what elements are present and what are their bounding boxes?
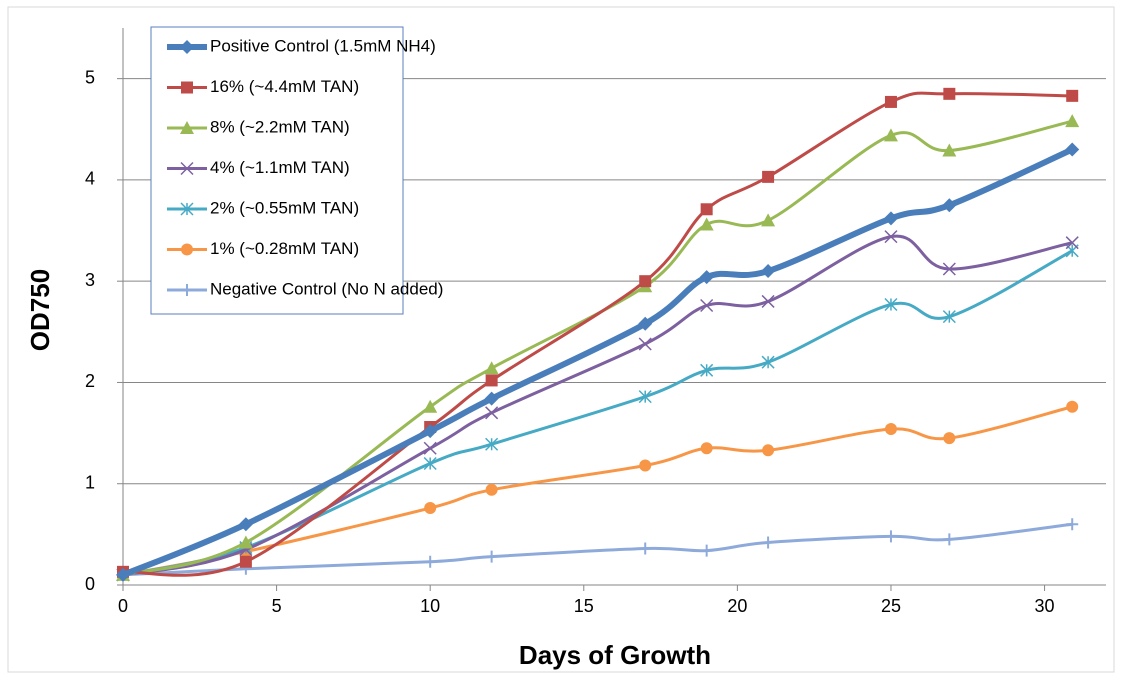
marker	[1065, 114, 1080, 128]
marker	[884, 95, 897, 108]
marker	[639, 275, 652, 288]
marker	[423, 424, 438, 439]
y-tick-label: 4	[85, 169, 95, 189]
x-tick-label: 15	[574, 596, 594, 616]
x-tick-label: 10	[420, 596, 440, 616]
legend-label: 2% (~0.55mM TAN)	[210, 198, 359, 217]
marker	[942, 198, 957, 213]
marker	[484, 361, 499, 375]
marker	[485, 483, 498, 496]
series-line	[122, 119, 1073, 577]
x-tick-label: 0	[118, 596, 128, 616]
marker	[484, 391, 499, 406]
marker	[762, 536, 775, 549]
y-tick-label: 2	[85, 371, 95, 391]
marker	[884, 297, 898, 312]
marker	[424, 502, 437, 515]
series-line	[122, 234, 1073, 577]
x-tick-label: 25	[881, 596, 901, 616]
x-tick-label: 30	[1035, 596, 1055, 616]
marker	[943, 533, 956, 546]
chart-border	[7, 6, 1115, 673]
marker	[1065, 236, 1079, 250]
series-line	[122, 405, 1073, 577]
marker	[884, 530, 897, 543]
marker	[180, 161, 194, 176]
marker	[485, 437, 499, 451]
marker	[943, 87, 956, 100]
y-tick-label: 1	[85, 472, 95, 492]
marker	[638, 316, 653, 331]
marker	[638, 337, 652, 351]
marker	[181, 81, 193, 94]
marker	[700, 442, 713, 455]
marker	[699, 217, 714, 231]
marker	[943, 432, 956, 445]
marker	[700, 544, 713, 557]
marker	[700, 363, 714, 377]
legend-label: 8% (~2.2mM TAN)	[210, 117, 350, 136]
marker	[1065, 142, 1080, 157]
y-tick-label: 3	[85, 270, 95, 290]
legend-box	[150, 26, 404, 315]
marker	[761, 213, 776, 227]
marker	[180, 121, 194, 134]
marker	[884, 230, 898, 244]
marker	[762, 444, 775, 457]
legend-label: Negative Control (No N added)	[210, 279, 443, 298]
marker	[1066, 518, 1079, 531]
marker	[424, 555, 437, 568]
marker	[423, 441, 437, 455]
marker	[700, 298, 714, 313]
marker	[181, 284, 193, 296]
marker	[638, 390, 652, 404]
marker	[180, 40, 194, 54]
marker	[700, 203, 713, 216]
marker	[181, 243, 193, 256]
marker	[116, 567, 130, 582]
marker	[761, 264, 776, 279]
marker	[485, 406, 499, 420]
marker	[485, 374, 498, 387]
x-tick-label: 20	[727, 596, 747, 616]
x-tick-label: 5	[272, 596, 282, 616]
y-tick-label: 5	[85, 67, 95, 87]
marker	[423, 399, 438, 413]
x-axis-title: Days of Growth	[519, 640, 711, 670]
marker	[883, 211, 898, 226]
marker	[639, 542, 652, 555]
marker	[942, 262, 956, 276]
marker	[423, 456, 437, 471]
marker	[942, 143, 957, 157]
marker	[699, 270, 714, 285]
legend-label: 1% (~0.28mM TAN)	[210, 239, 359, 258]
marker	[239, 555, 252, 568]
marker	[942, 310, 956, 324]
marker	[761, 355, 775, 369]
y-axis-title: OD750	[25, 269, 55, 351]
marker	[180, 202, 194, 216]
marker	[238, 535, 253, 549]
marker	[761, 294, 775, 308]
legend-label: 16% (~4.4mM TAN)	[210, 77, 359, 96]
marker	[883, 128, 898, 142]
marker	[1066, 400, 1079, 413]
marker	[639, 459, 652, 472]
y-tick-label: 0	[85, 574, 95, 594]
marker	[1066, 89, 1079, 102]
marker	[762, 170, 775, 183]
marker	[238, 517, 253, 532]
marker	[884, 423, 897, 436]
marker	[485, 550, 498, 563]
legend-label: Positive Control (1.5mM NH4)	[210, 36, 436, 55]
legend-label: 4% (~1.1mM TAN)	[210, 158, 350, 177]
